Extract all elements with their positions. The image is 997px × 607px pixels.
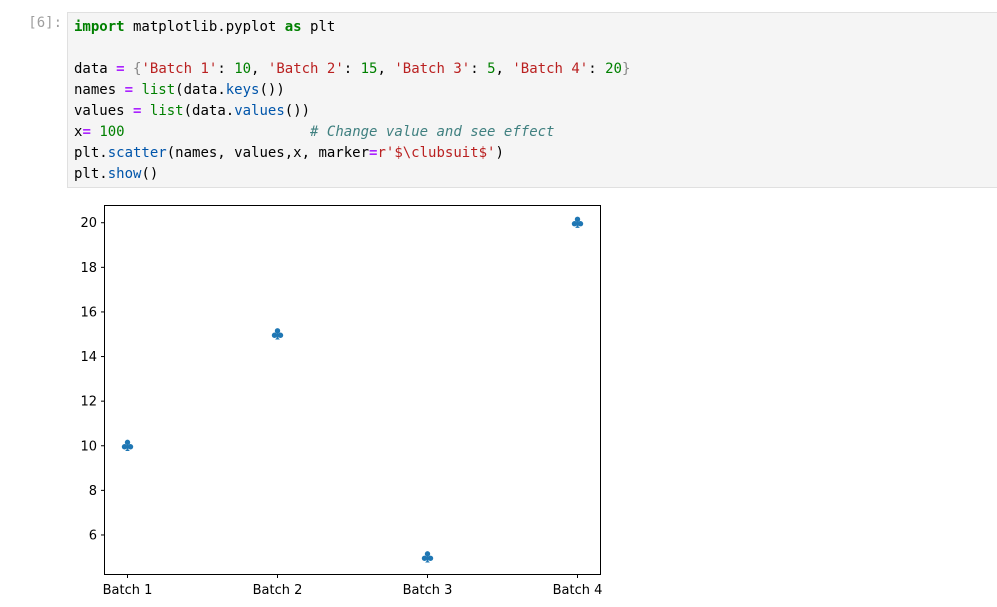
code-editor[interactable]: import matplotlib.pyplot as plt data = {'… [74, 17, 630, 185]
code-line-5: values = list(data.values()) [74, 103, 311, 119]
plot-frame [104, 205, 601, 575]
code-cell-input[interactable]: import matplotlib.pyplot as plt data = {'… [67, 12, 997, 188]
code-line-3: data = {'Batch 1': 10, 'Batch 2': 15, 'B… [74, 61, 631, 77]
y-tick-label: 20 [80, 216, 97, 231]
cell-output: 6 8 10 12 14 16 18 20 Batch 1 Batch 2 Batch 3 Batch… [67, 195, 627, 603]
scatter-point [421, 551, 434, 563]
y-tick-label: 16 [80, 305, 97, 320]
scatter-chart: 6 8 10 12 14 16 18 20 Batch 1 Batch 2 Batch 3 Batch… [80, 205, 603, 598]
code-line-6: x= 100 # Change value and see effect [74, 124, 555, 140]
code-line-7: plt.scatter(names, values,x, marker=r'$\… [74, 145, 504, 161]
x-tick-label: Batch 3 [403, 583, 453, 598]
y-tick-label: 6 [89, 528, 97, 543]
y-tick-label: 12 [80, 395, 97, 410]
y-tick-label: 18 [80, 261, 97, 276]
x-tick-label: Batch 1 [103, 583, 153, 598]
code-line-8: plt.show() [74, 166, 159, 182]
x-tick-label: Batch 2 [253, 583, 303, 598]
y-tick-label: 8 [89, 484, 97, 499]
code-line-4: names = list(data.keys()) [74, 82, 285, 98]
x-tick-label: Batch 4 [553, 583, 603, 598]
code-line-2-blank [74, 38, 630, 59]
code-line-1: import matplotlib.pyplot as plt [74, 19, 336, 35]
scatter-point [571, 216, 584, 228]
y-tick-label: 10 [80, 439, 97, 454]
cell-prompt: [6]: [28, 15, 62, 31]
scatter-point [271, 328, 284, 340]
scatter-point [121, 439, 134, 451]
y-tick-label: 14 [80, 350, 97, 365]
